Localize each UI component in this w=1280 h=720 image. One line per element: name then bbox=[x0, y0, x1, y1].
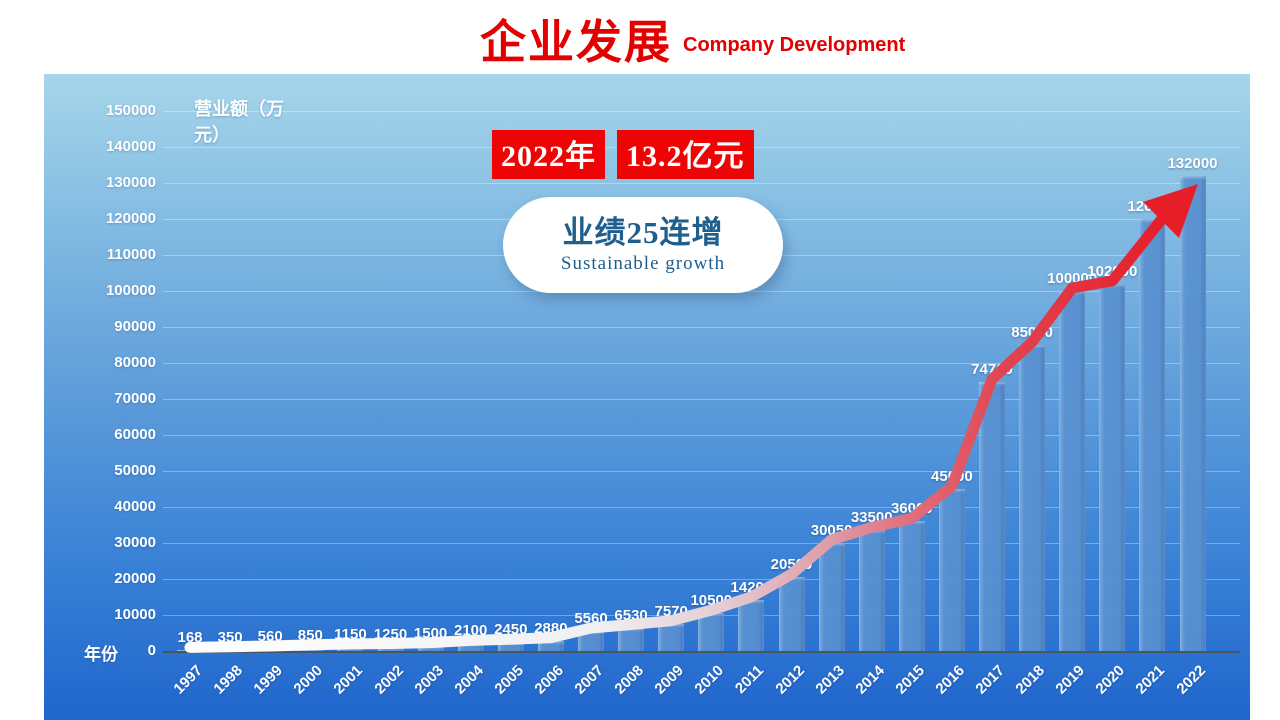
bar-2010 bbox=[698, 613, 725, 651]
data-label-2017: 74700 bbox=[971, 361, 1013, 379]
y-tick-label: 110000 bbox=[106, 246, 156, 263]
data-label-2009: 7570 bbox=[654, 602, 688, 620]
data-label-2007: 5560 bbox=[574, 610, 608, 627]
highlight-badge: 2022年 13.2亿元 bbox=[492, 130, 754, 179]
bar-2017 bbox=[979, 382, 1005, 651]
data-label-2012: 20500 bbox=[770, 556, 813, 574]
page-title: 企业发展 bbox=[480, 16, 672, 68]
callout-headline: 业绩25连增 bbox=[562, 214, 724, 250]
data-label-2000: 850 bbox=[297, 626, 323, 644]
badge-year: 2022年 bbox=[492, 130, 605, 179]
gridline bbox=[163, 183, 1240, 184]
bar-2008 bbox=[618, 627, 645, 651]
bar-2011 bbox=[738, 599, 765, 651]
bar-2020 bbox=[1099, 283, 1126, 651]
data-label-2003: 1500 bbox=[413, 624, 448, 642]
y-tick-label: 20000 bbox=[114, 570, 156, 587]
bar-2015 bbox=[898, 521, 925, 651]
y-tick-label: 70000 bbox=[114, 390, 156, 407]
data-label-2014: 33500 bbox=[850, 509, 893, 527]
callout-subline: Sustainable growth bbox=[560, 252, 726, 274]
page-subtitle: Company Development bbox=[683, 34, 906, 56]
data-label-2005: 2450 bbox=[494, 621, 528, 639]
bar-2014 bbox=[858, 530, 885, 651]
y-tick-label: 140000 bbox=[105, 138, 156, 155]
y-tick-label: 50000 bbox=[114, 462, 156, 479]
bar-2005 bbox=[497, 642, 524, 651]
bar-2021 bbox=[1139, 219, 1166, 651]
x-axis-line bbox=[163, 651, 1240, 653]
data-label-2011: 14200 bbox=[730, 578, 773, 596]
bar-2022 bbox=[1179, 175, 1206, 651]
callout-bubble: 业绩25连增 Sustainable growth bbox=[503, 197, 783, 293]
data-label-2016: 45000 bbox=[931, 468, 973, 485]
data-label-2001: 1150 bbox=[334, 625, 367, 643]
bar-2007 bbox=[578, 631, 604, 651]
data-label-2021: 120000 bbox=[1127, 198, 1178, 215]
y-tick-label: 150000 bbox=[105, 102, 156, 119]
data-label-2015: 36000 bbox=[890, 500, 933, 518]
bar-2004 bbox=[457, 643, 484, 651]
bar-2012 bbox=[778, 577, 805, 651]
data-label-2018: 85000 bbox=[1011, 324, 1053, 341]
bar-2016 bbox=[938, 489, 965, 651]
data-label-2002: 1250 bbox=[373, 625, 408, 643]
bar-2006 bbox=[537, 640, 564, 651]
bar-2019 bbox=[1059, 291, 1086, 651]
y-axis-title: 营业额（万元） bbox=[194, 99, 284, 145]
y-tick-label: 10000 bbox=[114, 606, 156, 623]
y-tick-label: 0 bbox=[147, 642, 156, 659]
y-tick-label: 30000 bbox=[114, 534, 156, 551]
badge-amount: 13.2亿元 bbox=[617, 130, 754, 179]
x-axis-title: 年份 bbox=[84, 645, 118, 664]
data-label-2020: 102000 bbox=[1087, 262, 1138, 280]
data-label-1997: 168 bbox=[177, 629, 203, 647]
bar-2018 bbox=[1019, 345, 1046, 651]
y-tick-label: 40000 bbox=[114, 498, 156, 515]
y-tick-label: 60000 bbox=[114, 426, 156, 443]
y-tick-label: 120000 bbox=[105, 210, 156, 227]
data-label-2008: 6530 bbox=[614, 606, 648, 624]
data-label-1999: 560 bbox=[257, 628, 283, 645]
y-tick-label: 100000 bbox=[105, 282, 156, 299]
data-label-2022: 132000 bbox=[1167, 154, 1218, 172]
gridline bbox=[163, 111, 1240, 112]
data-label-1998: 350 bbox=[217, 628, 243, 646]
y-tick-label: 90000 bbox=[114, 318, 156, 335]
data-label-2010: 10500 bbox=[690, 592, 733, 610]
y-tick-label: 130000 bbox=[105, 174, 156, 191]
data-label-2013: 30050 bbox=[810, 521, 853, 539]
y-tick-label: 80000 bbox=[114, 354, 156, 371]
data-label-2004: 2100 bbox=[454, 622, 488, 640]
bar-2013 bbox=[818, 542, 845, 651]
bar-2009 bbox=[658, 623, 685, 651]
data-label-2006: 2880 bbox=[534, 619, 568, 637]
